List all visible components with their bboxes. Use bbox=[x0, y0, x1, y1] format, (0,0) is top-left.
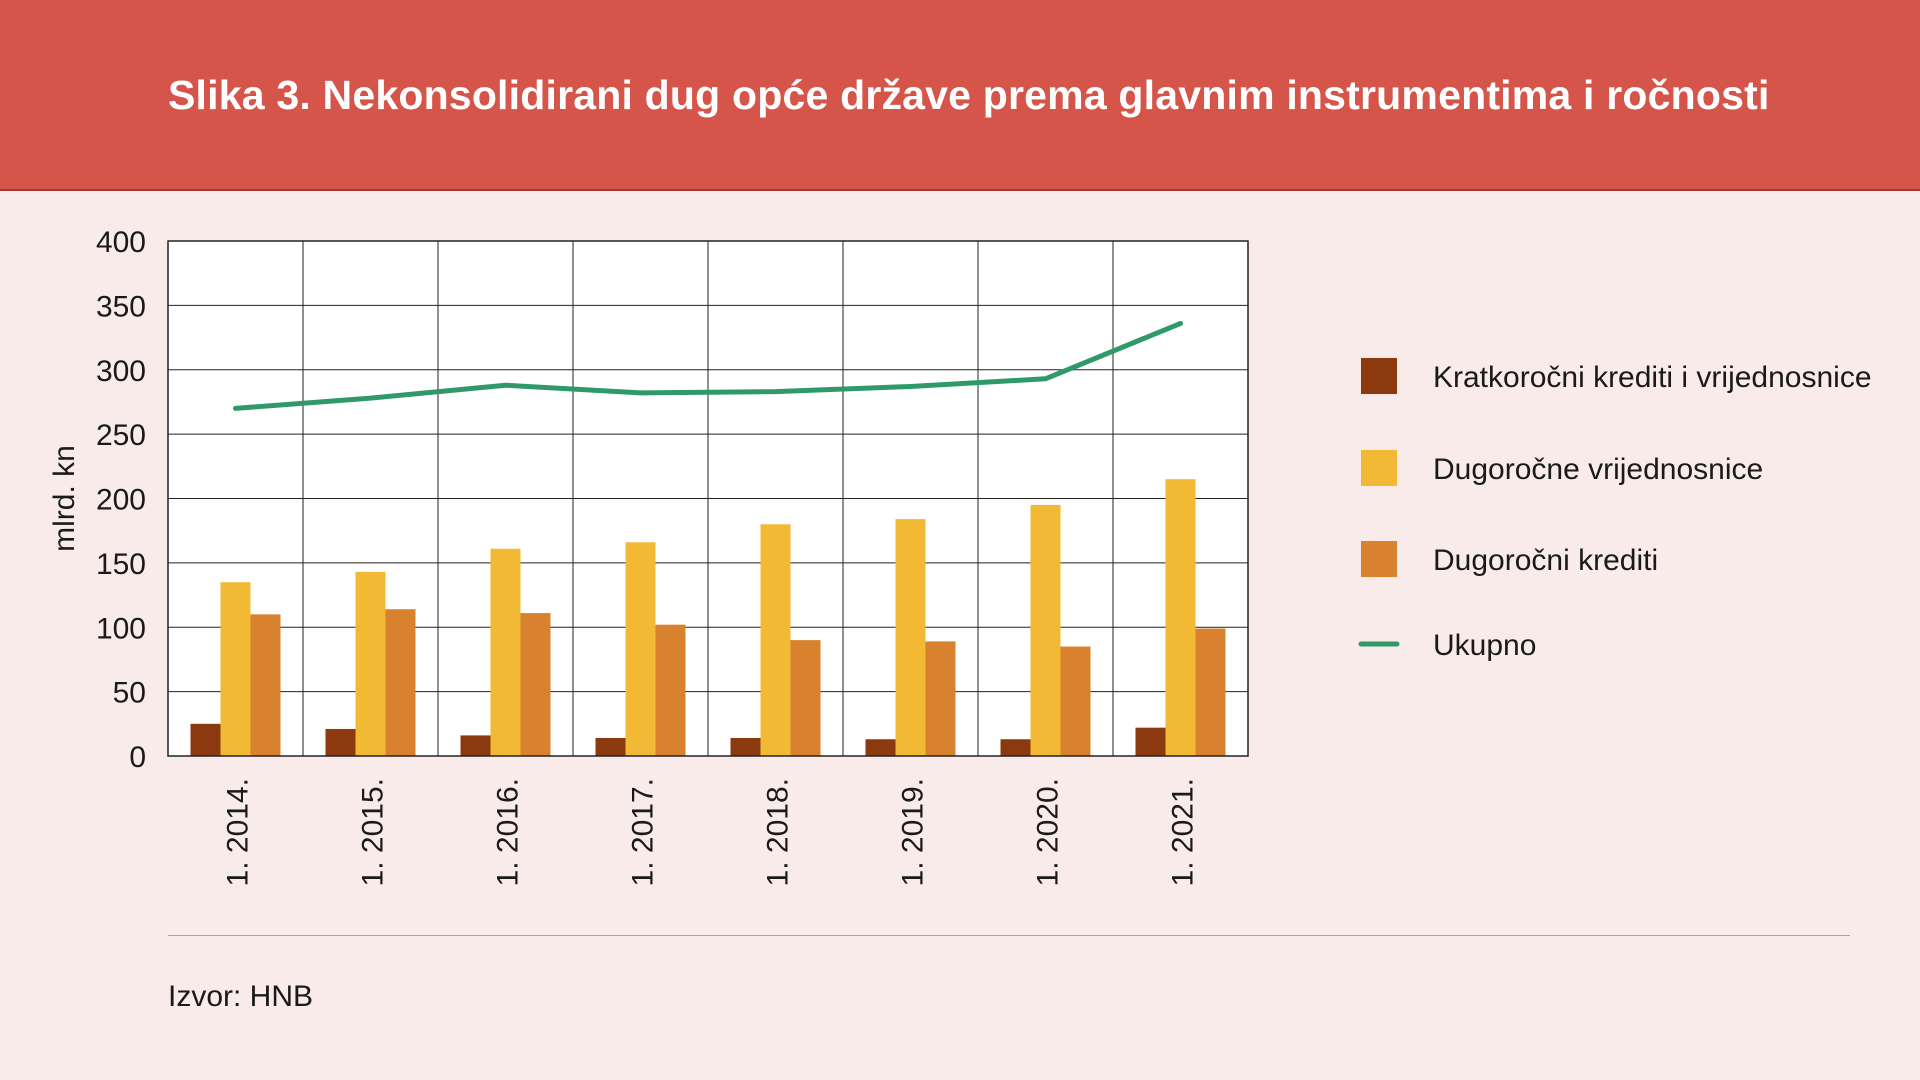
legend-label: Dugoročne vrijednosnice bbox=[1433, 453, 1763, 486]
bar-dugorocne-vrijednosnice-3 bbox=[625, 542, 656, 756]
legend-label: Dugoročni krediti bbox=[1433, 544, 1658, 577]
y-tick-label: 250 bbox=[96, 419, 146, 452]
bar-kratkorocni-krediti-i-vrijednosnice-1 bbox=[325, 728, 356, 756]
x-tick-label: 1. 2014. bbox=[222, 778, 255, 886]
y-tick-label: 350 bbox=[96, 290, 146, 323]
y-axis-label: mlrd. kn bbox=[48, 445, 81, 552]
bar-dugorocne-vrijednosnice-4 bbox=[760, 524, 791, 756]
bar-dugorocni-krediti-3 bbox=[655, 624, 686, 756]
bar-dugorocne-vrijednosnice-7 bbox=[1165, 479, 1196, 756]
x-tick-label: 1. 2020. bbox=[1032, 778, 1065, 886]
bar-dugorocni-krediti-1 bbox=[385, 609, 416, 756]
title-banner: Slika 3. Nekonsolidirani dug opće države… bbox=[0, 0, 1920, 191]
total-line-layer bbox=[233, 320, 1183, 411]
legend-swatch-dugorocni-krediti bbox=[1361, 541, 1397, 577]
bar-dugorocne-vrijednosnice-5 bbox=[895, 519, 926, 756]
bar-dugorocne-vrijednosnice-6 bbox=[1030, 504, 1061, 756]
bar-kratkorocni-krediti-i-vrijednosnice-2 bbox=[460, 735, 491, 756]
bar-dugorocni-krediti-0 bbox=[250, 614, 281, 756]
chart-title: Slika 3. Nekonsolidirani dug opće države… bbox=[168, 72, 1770, 118]
bar-kratkorocni-krediti-i-vrijednosnice-5 bbox=[865, 739, 896, 756]
x-tick-label: 1. 2021. bbox=[1167, 778, 1200, 886]
y-tick-label: 400 bbox=[96, 226, 146, 259]
x-tick-label: 1. 2017. bbox=[627, 778, 660, 886]
bar-dugorocne-vrijednosnice-0 bbox=[220, 582, 251, 756]
bar-dugorocni-krediti-4 bbox=[790, 640, 821, 756]
bar-kratkorocni-krediti-i-vrijednosnice-0 bbox=[190, 723, 221, 756]
bar-kratkorocni-krediti-i-vrijednosnice-3 bbox=[595, 737, 626, 756]
y-tick-label: 100 bbox=[96, 612, 146, 645]
x-tick-label: 1. 2019. bbox=[897, 778, 930, 886]
legend-swatch-dugorocne-vrijednosnice bbox=[1361, 450, 1397, 486]
axes: 0 50 100 150 200 250 300 350 400 1. 2014. 1. 2015.… bbox=[48, 226, 1249, 886]
legend: Kratkoročni krediti i vrijednosnice Dugor… bbox=[1358, 358, 1872, 662]
bar-dugorocni-krediti-6 bbox=[1060, 646, 1091, 756]
bar-dugorocne-vrijednosnice-1 bbox=[355, 571, 386, 756]
plot-border bbox=[167, 240, 1249, 757]
bar-dugorocni-krediti-5 bbox=[925, 641, 956, 756]
bars bbox=[190, 479, 1226, 756]
y-tick-label: 300 bbox=[96, 355, 146, 388]
bar-kratkorocni-krediti-i-vrijednosnice-4 bbox=[730, 737, 761, 756]
y-tick-label: 0 bbox=[129, 741, 146, 774]
bar-dugorocne-vrijednosnice-2 bbox=[490, 548, 521, 756]
line-ukupno bbox=[233, 320, 1183, 411]
x-tick-label: 1. 2015. bbox=[357, 778, 390, 886]
bar-kratkorocni-krediti-i-vrijednosnice-7 bbox=[1135, 727, 1166, 756]
legend-label: Ukupno bbox=[1433, 629, 1536, 662]
y-tick-label: 150 bbox=[96, 548, 146, 581]
bar-kratkorocni-krediti-i-vrijednosnice-6 bbox=[1000, 739, 1031, 756]
y-tick-label: 200 bbox=[96, 484, 146, 517]
source-note: Izvor: HNB bbox=[168, 980, 314, 1013]
x-tick-label: 1. 2016. bbox=[492, 778, 525, 886]
legend-swatch-kratkorocni-krediti-i-vrijednosnice bbox=[1361, 358, 1397, 394]
bar-dugorocni-krediti-7 bbox=[1195, 628, 1226, 756]
y-tick-label: 50 bbox=[113, 677, 146, 710]
footer-divider bbox=[168, 935, 1850, 936]
bar-dugorocni-krediti-2 bbox=[520, 613, 551, 756]
legend-label: Kratkoročni krediti i vrijednosnice bbox=[1433, 361, 1872, 394]
x-tick-label: 1. 2018. bbox=[762, 778, 795, 886]
